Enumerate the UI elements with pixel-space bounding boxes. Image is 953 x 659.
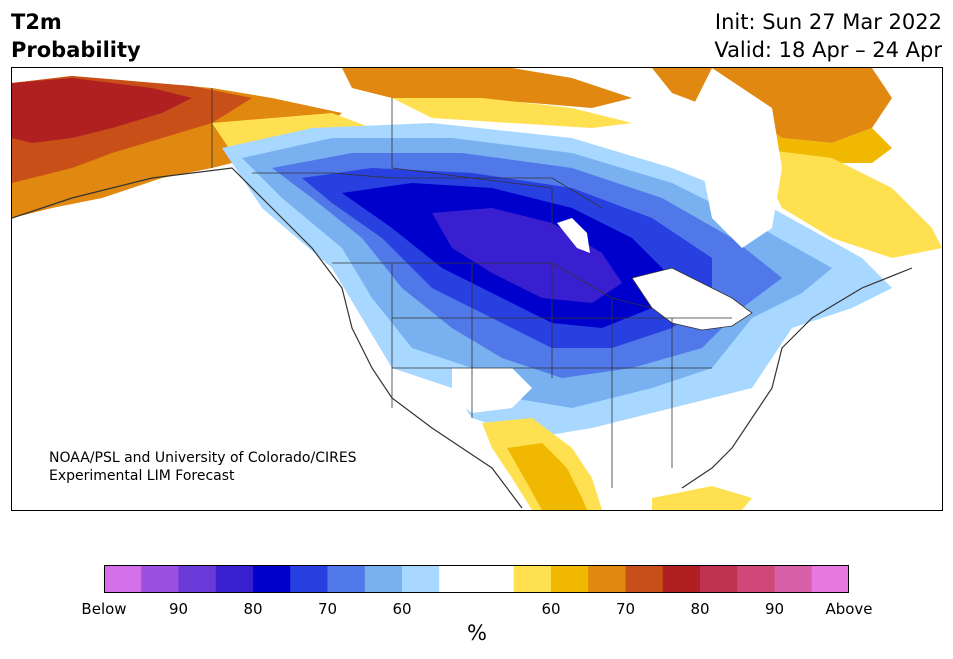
colorbar-swatch (364, 565, 403, 593)
colorbar-tick-label: 80 (243, 600, 263, 618)
map-title: T2m Probability (11, 8, 141, 64)
credit-text: NOAA/PSL and University of Colorado/CIRE… (49, 449, 357, 485)
colorbar-swatch (551, 565, 589, 593)
colorbar-swatch (439, 565, 477, 593)
canada-north-yellow (392, 98, 632, 128)
colorbar-swatch (141, 565, 179, 593)
probability-map (12, 68, 942, 510)
coastline-east (681, 267, 913, 489)
colorbar-swatch (215, 565, 254, 593)
colorbar-swatch (253, 565, 291, 593)
colorbar-swatch (811, 565, 849, 593)
colorbar-swatch (662, 565, 701, 593)
init-date: Init: Sun 27 Mar 2022 (714, 10, 942, 34)
colorbar-tick-label: 60 (392, 600, 412, 618)
colorbar-swatch (402, 565, 440, 593)
colorbar-swatch (290, 565, 328, 593)
credit-line-2: Experimental LIM Forecast (49, 468, 235, 484)
cold-region-top (432, 208, 622, 303)
colorbar-tick-label: 70 (317, 600, 338, 618)
title-line-1: T2m (11, 10, 62, 34)
colorbar-swatch (178, 565, 217, 593)
coastline-west (12, 167, 523, 509)
colorbar-swatch (737, 565, 775, 593)
colorbar-tick-label: 80 (690, 600, 710, 618)
alaska-region-high (12, 78, 192, 143)
colorbar-tick-label: 70 (615, 600, 636, 618)
colorbar-tick-label: 60 (541, 600, 561, 618)
mexico-orange (507, 443, 587, 510)
map-panel (11, 67, 943, 511)
colorbar-unit-label: % (467, 621, 487, 645)
colorbar-swatch (104, 565, 142, 593)
arctic-islands-yellow (752, 118, 892, 163)
colorbar-swatch (700, 565, 738, 593)
lake-winnipeg (557, 218, 590, 253)
credit-line-1: NOAA/PSL and University of Colorado/CIRE… (49, 450, 357, 466)
quebec-yellow (752, 148, 942, 258)
political-borders (211, 88, 732, 488)
great-lakes (631, 267, 753, 331)
colorbar-swatch (513, 565, 552, 593)
colorbar-swatch (327, 565, 366, 593)
colorbar-tick-label: 90 (764, 600, 785, 618)
hudson-bay (692, 68, 782, 248)
forecast-dates: Init: Sun 27 Mar 2022 Valid: 18 Apr – 24… (714, 8, 942, 64)
cuba-yellow (652, 486, 752, 510)
colorbar-swatch (588, 565, 626, 593)
colorbar-tick-label: Below (81, 600, 127, 618)
valid-range: Valid: 18 Apr – 24 Apr (714, 38, 942, 62)
colorbar-swatch (476, 565, 515, 593)
colorbar (104, 565, 849, 593)
colorbar-swatch (774, 565, 813, 593)
colorbar-tick-label: Above (825, 600, 873, 618)
colorbar-tick-label: 90 (168, 600, 189, 618)
colorbar-swatch (625, 565, 664, 593)
title-line-2: Probability (11, 38, 141, 62)
colorbar-border (104, 565, 849, 593)
